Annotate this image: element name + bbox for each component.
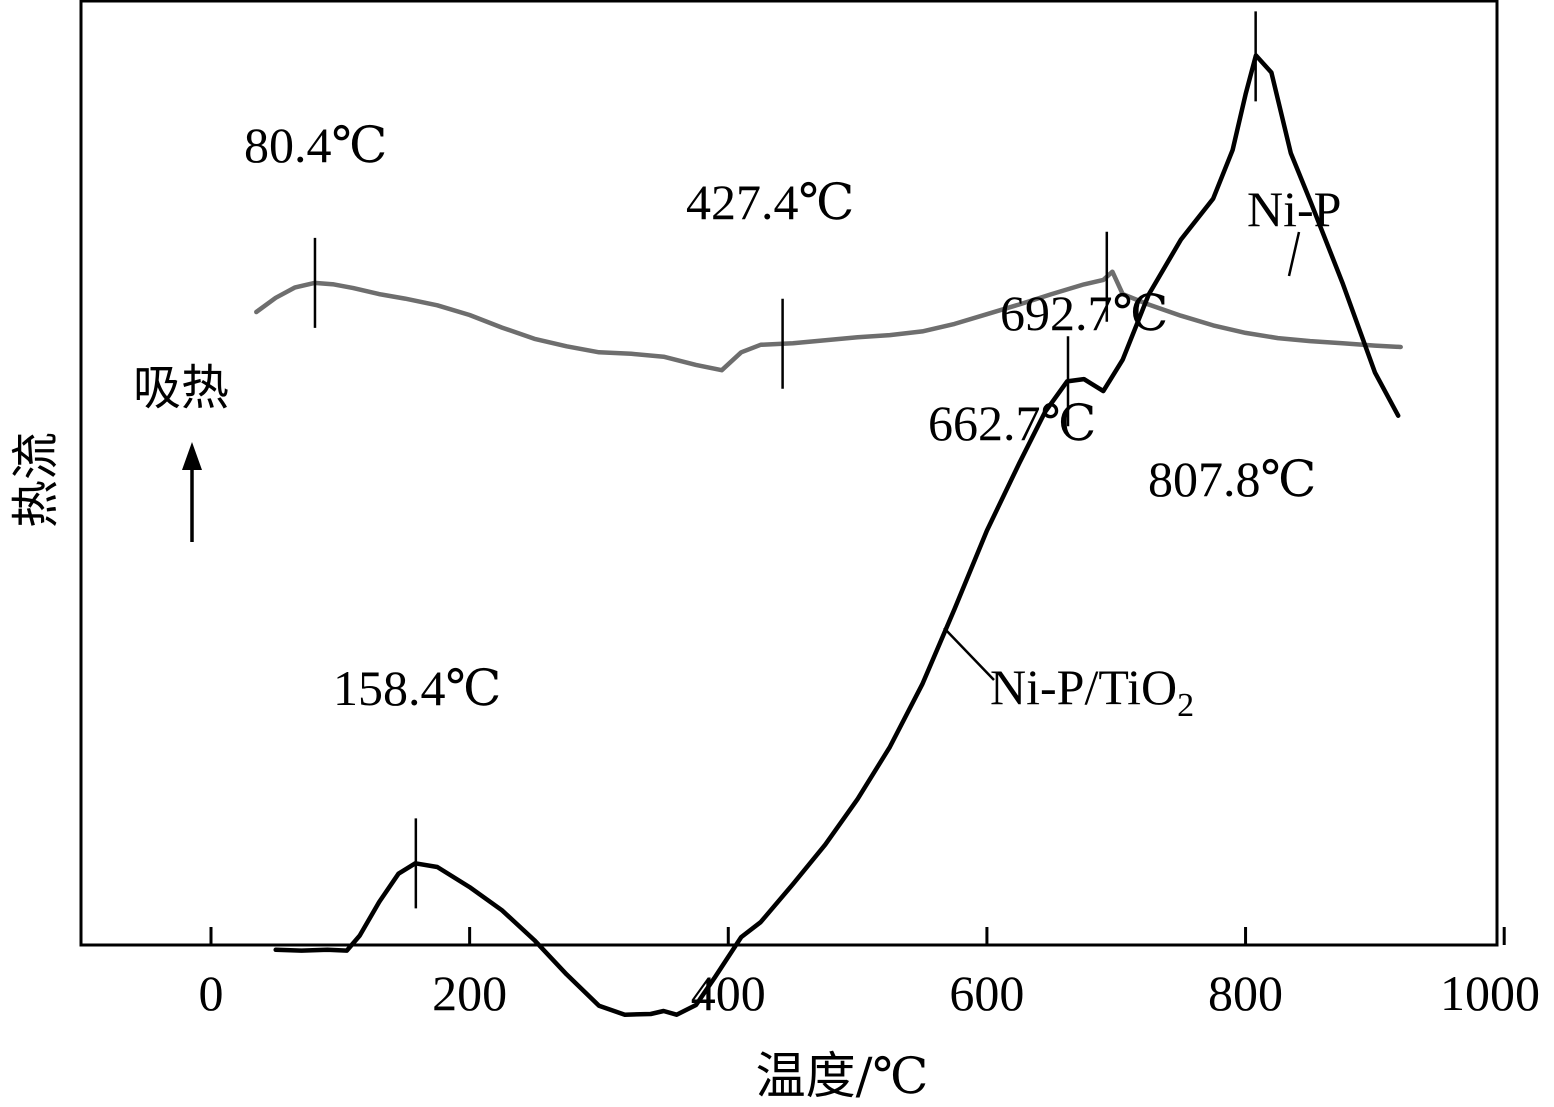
annotation-label: 692.7℃ [1000,285,1168,341]
endothermic-label: 吸热 [133,360,229,416]
series-line-ni-p-tio2 [273,53,1401,1017]
series-line-ni-p [254,269,1403,373]
up-arrow-icon [182,442,202,470]
annotation-label: 427.4℃ [686,174,854,230]
plot-frame [79,0,1499,947]
series-label-ni-p-tio2: Ni-P/TiO2 [990,659,1194,724]
x-axis-title: 温度/℃ [756,1047,929,1105]
annotation-label: 80.4℃ [244,117,387,173]
x-tick-label: 200 [432,965,507,1021]
x-tick-label: 1000 [1440,965,1540,1021]
annotation-label: 662.7℃ [928,395,1096,451]
y-axis-title: 热流 [8,432,64,528]
annotation-label: 807.8℃ [1148,451,1316,507]
peak-markers [313,11,1257,909]
x-axis-ticks: 0 200 400 600 800 1000 [199,927,1540,1021]
series-layer [254,53,1403,1017]
series-leader-ni-p-tio2 [943,627,995,681]
annotation-label: 158.4℃ [333,660,501,716]
x-tick-label: 800 [1208,965,1283,1021]
series-label-ni-p: Ni-P [1247,181,1341,237]
x-tick-label: 0 [199,965,224,1021]
series-leader-ni-p [1287,231,1301,277]
x-tick-label: 600 [949,965,1024,1021]
